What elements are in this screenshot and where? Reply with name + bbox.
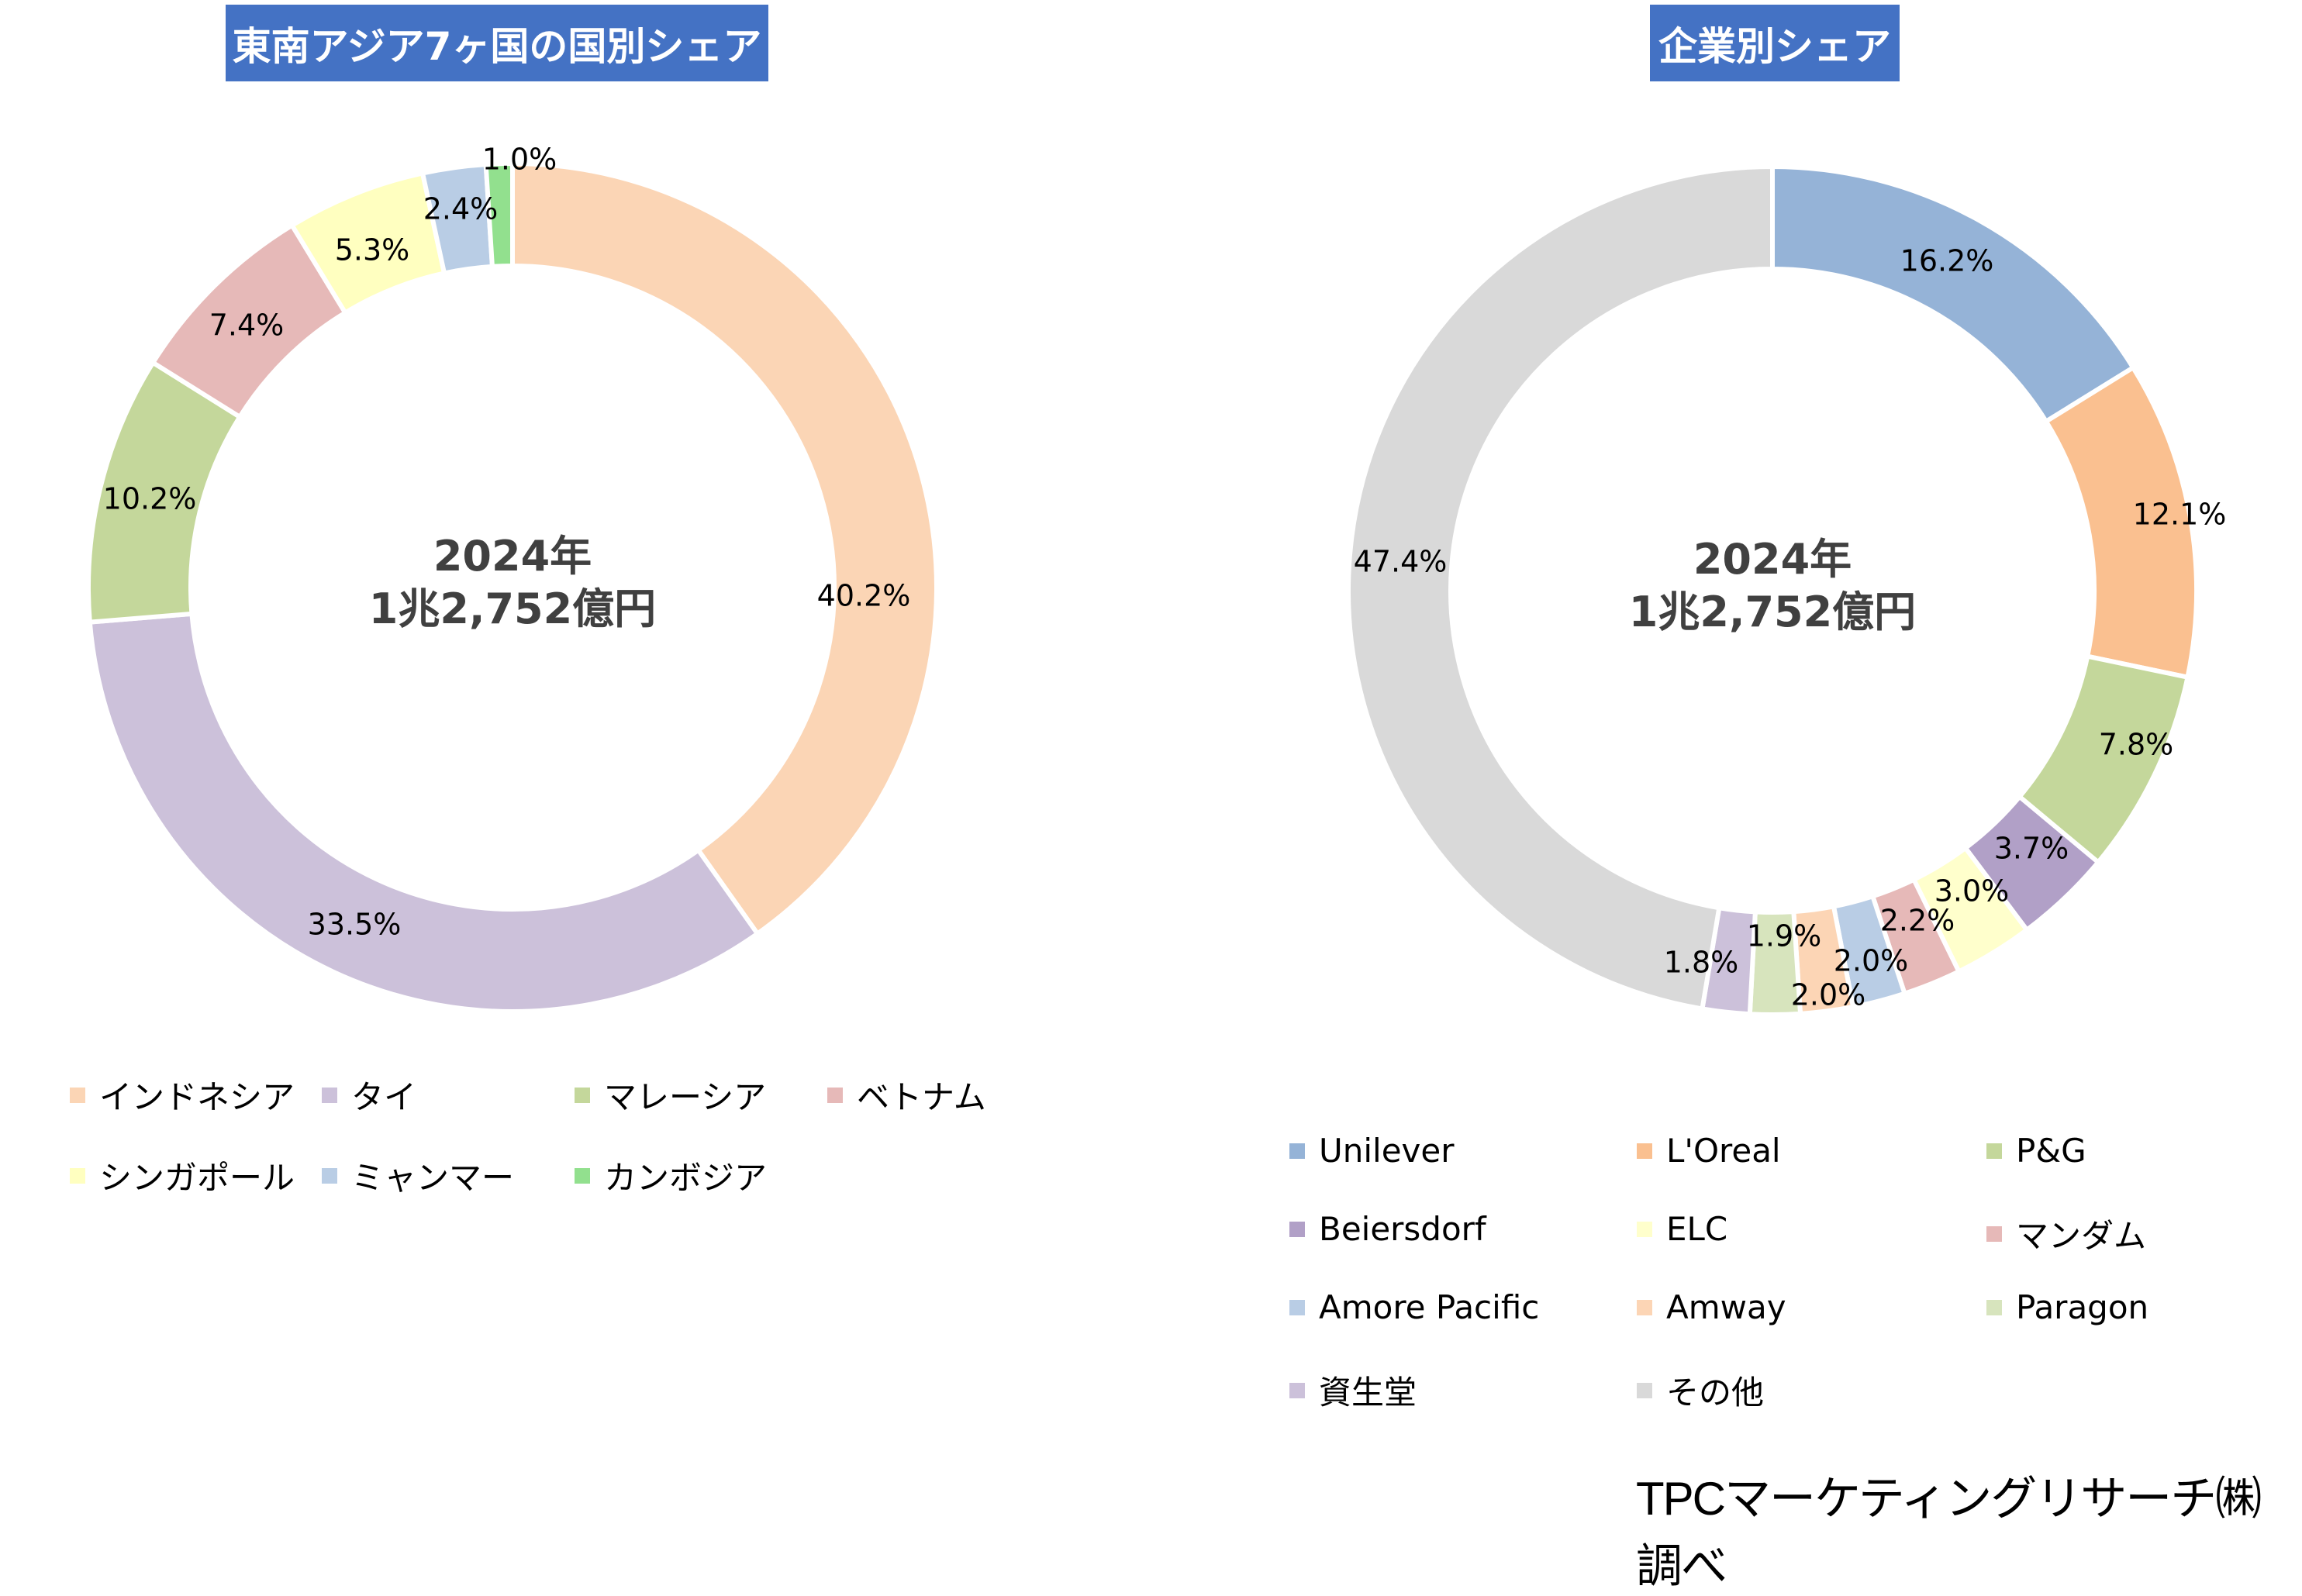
center-total-label: 1兆2,752億円 [369, 584, 656, 633]
legend-label: その他 [1666, 1374, 1765, 1412]
legend-label: ベトナム [857, 1078, 986, 1116]
legend-label: ミャンマー [351, 1159, 515, 1197]
legend-item: ベトナム [827, 1071, 986, 1119]
legend-swatch [1637, 1221, 1652, 1237]
center-total-label: 2024年 [433, 532, 592, 581]
data-label: 2.2% [1880, 904, 1955, 938]
legend-swatch [575, 1167, 590, 1184]
data-label: 1.8% [1664, 946, 1739, 980]
data-label: 7.8% [2099, 728, 2174, 762]
legend-label: Beiersdorf [1319, 1210, 1486, 1248]
data-label: 10.2% [103, 482, 197, 516]
legend-swatch [1637, 1382, 1652, 1398]
chart-title-country: 東南アジア7ヶ国の国別シェア [226, 5, 768, 81]
data-label: 33.5% [308, 908, 402, 942]
legend-item: P&G [1986, 1132, 2086, 1170]
data-label: 1.0% [482, 143, 557, 177]
legend-item: ミャンマー [322, 1152, 514, 1199]
legend-swatch [1289, 1221, 1305, 1237]
legend-label: ELC [1666, 1210, 1728, 1248]
legend-label: L'Oreal [1666, 1132, 1781, 1170]
legend-swatch [827, 1087, 843, 1103]
legend-swatch [1986, 1143, 2002, 1159]
legend-item: Beiersdorf [1289, 1210, 1486, 1248]
data-label: 1.9% [1747, 919, 1822, 953]
data-label: 5.3% [335, 233, 410, 267]
legend-swatch [1986, 1225, 2002, 1242]
legend-label: マンダム [2016, 1217, 2147, 1255]
legend-item: Paragon [1986, 1288, 2148, 1326]
data-label: 2.4% [423, 192, 499, 226]
legend-item: マンダム [1986, 1210, 2146, 1257]
legend-label: カンボジア [604, 1159, 768, 1197]
legend-item: Unilever [1289, 1132, 1455, 1170]
data-label: 16.2% [1900, 244, 1994, 278]
donut-slice [1346, 164, 1775, 1012]
donut-slice [87, 611, 761, 1014]
donut-slice [510, 160, 939, 937]
chart-title-company: 企業別シェア [1650, 5, 1900, 81]
legend-item: その他 [1637, 1367, 1764, 1414]
donut-charts: 40.2%33.5%10.2%7.4%5.3%2.4%1.0%2024年1兆2,… [87, 142, 2227, 1015]
legend-item: タイ [322, 1071, 416, 1119]
legend-item: インドネシア [70, 1071, 295, 1119]
legend-swatch [322, 1087, 337, 1103]
legend-swatch [1289, 1143, 1305, 1159]
data-label: 3.0% [1934, 874, 2010, 908]
legend-swatch [1986, 1299, 2002, 1315]
legend-swatch [575, 1087, 590, 1103]
data-label: 40.2% [817, 579, 911, 613]
legend-label: タイ [351, 1078, 417, 1116]
legend-label: Amway [1666, 1288, 1786, 1326]
donut-slice [1770, 164, 2137, 425]
donut-slice [483, 160, 515, 270]
legend-item: 資生堂 [1289, 1367, 1417, 1414]
data-label: 3.7% [1994, 832, 2069, 866]
data-label: 47.4% [1354, 545, 1448, 579]
legend-swatch [1637, 1143, 1652, 1159]
legend-swatch [1289, 1299, 1305, 1315]
legend-swatch [70, 1087, 85, 1103]
legend-label: 資生堂 [1319, 1374, 1417, 1412]
source-note: TPCマーケティングリサーチ㈱調べ [1636, 1473, 2262, 1592]
legend-item: マレーシア [575, 1071, 766, 1119]
data-label: 2.0% [1791, 978, 1866, 1012]
legend-item: シンガポール [70, 1152, 295, 1199]
legend-swatch [70, 1167, 85, 1184]
legend-item: Amore Pacific [1289, 1288, 1539, 1326]
legend-label: Amore Pacific [1319, 1288, 1540, 1326]
legend-label: P&G [2016, 1132, 2086, 1170]
legend-swatch [1289, 1382, 1305, 1398]
legend-item: ELC [1637, 1210, 1727, 1248]
data-label: 12.1% [2133, 498, 2227, 532]
legend-item: カンボジア [575, 1152, 767, 1199]
legend-label: シンガポール [99, 1159, 295, 1197]
data-label: 7.4% [209, 309, 285, 343]
center-total-label: 1兆2,752億円 [1629, 588, 1916, 636]
legend-label: インドネシア [99, 1078, 295, 1116]
legend-item: Amway [1637, 1288, 1786, 1326]
legend-swatch [1637, 1299, 1652, 1315]
center-total-label: 2024年 [1693, 535, 1852, 584]
legend-label: Unilever [1319, 1132, 1455, 1170]
legend-label: マレーシア [604, 1078, 767, 1116]
legend-item: L'Oreal [1637, 1132, 1781, 1170]
legend-swatch [322, 1167, 337, 1184]
data-label: 2.0% [1834, 944, 1909, 978]
legend-label: Paragon [2016, 1288, 2149, 1326]
